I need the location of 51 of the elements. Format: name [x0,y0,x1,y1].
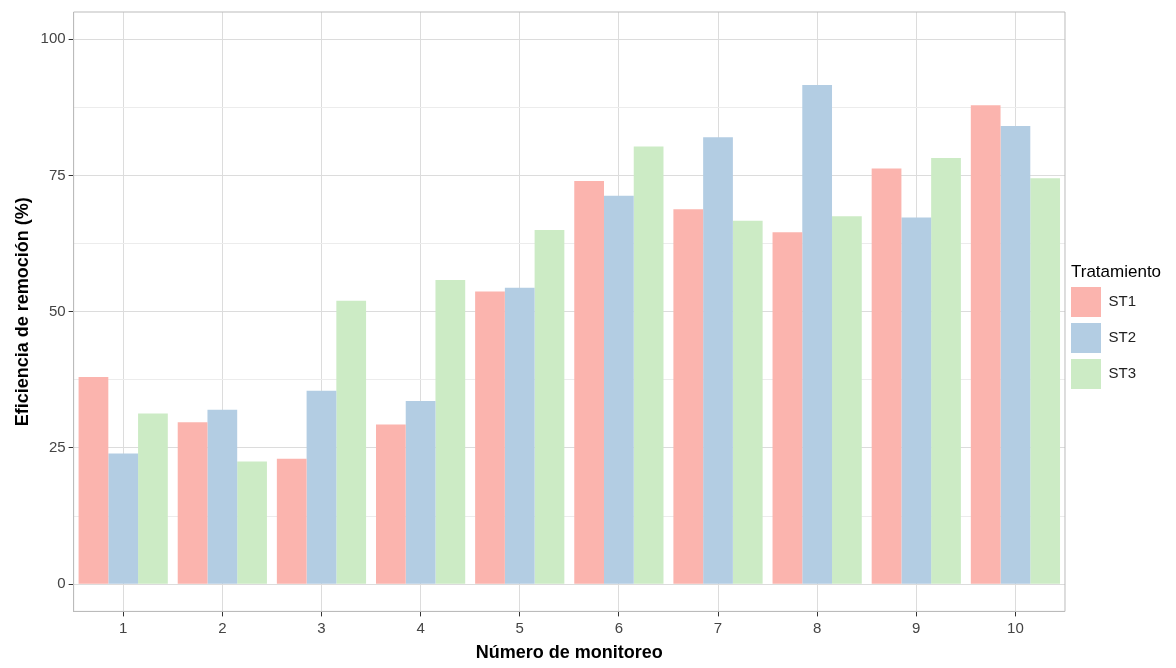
bar [703,137,733,584]
bar [604,195,634,584]
x-tick-label: 2 [218,618,227,636]
bar [78,377,109,584]
bar [276,458,307,584]
bar [177,422,208,584]
bar [673,209,704,584]
x-tick-label: 5 [515,618,524,636]
y-tick-label: 75 [48,165,66,183]
bar [237,461,267,584]
y-tick-label: 25 [48,438,66,456]
legend-title: Tratamiento [1070,262,1162,282]
bar [633,146,664,584]
bar [832,216,862,584]
bar [108,453,139,584]
bar [574,180,605,584]
y-tick-label: 50 [48,301,66,319]
bar [931,158,961,584]
bar [970,105,1001,584]
bar [475,291,505,584]
bar [375,424,406,584]
y-tick-label: 0 [57,574,66,592]
bar [901,217,932,584]
x-tick-label: 10 [1007,618,1024,636]
x-tick-label: 4 [416,618,425,636]
bar [504,287,535,584]
bar [871,168,902,584]
x-tick-label: 9 [912,618,921,636]
bar [534,229,565,584]
bar [772,232,803,584]
bar [306,390,337,584]
x-tick-label: 6 [614,618,624,636]
y-tick-label: 100 [40,29,66,47]
bar [138,413,168,584]
x-tick-label: 8 [812,618,822,636]
legend-label: ST3 [1108,364,1137,382]
bar [802,85,833,584]
bar [207,409,238,584]
bar [1000,125,1031,584]
legend-label: ST1 [1108,292,1137,310]
bar [435,280,466,584]
x-axis-title: Número de monitoreo [475,642,663,663]
x-tick-label: 3 [317,618,326,636]
legend-label: ST2 [1108,328,1137,346]
bar [732,220,763,584]
y-axis-title: Eficiencia de remoción (%) [11,197,32,427]
bar [1030,178,1061,584]
bar [405,401,436,584]
x-tick-label: 7 [713,618,723,636]
bar [336,300,367,584]
x-tick-label: 1 [119,618,128,636]
